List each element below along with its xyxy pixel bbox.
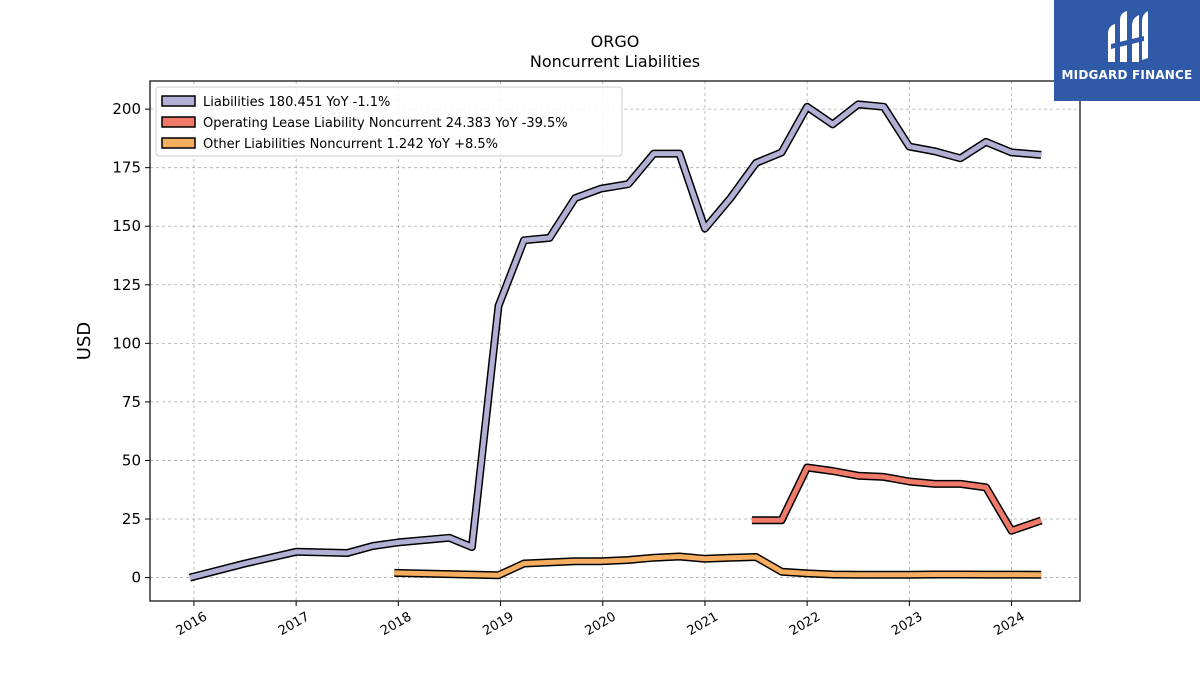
y-tick-label: 100: [112, 334, 141, 352]
y-tick-label: 50: [122, 451, 141, 469]
legend: Liabilities 180.451 YoY -1.1% Operating L…: [155, 86, 623, 157]
series-0-line: [189, 101, 1042, 581]
y-axis-label: USD: [74, 322, 95, 360]
y-axis: 0 25 50 75 100 125 150 175 200: [112, 100, 150, 587]
y-tick-label: 150: [112, 217, 141, 235]
chart-subtitle: Noncurrent Liabilities: [530, 52, 700, 71]
legend-entry: Operating Lease Liability Noncurrent 24.…: [203, 116, 568, 131]
midgard-logo-icon: [1108, 11, 1148, 62]
x-tick-label: 2021: [685, 609, 721, 639]
legend-entry: Other Liabilities Noncurrent 1.242 YoY +…: [203, 137, 498, 152]
legend-swatch: [161, 137, 196, 149]
x-tick-label: 2023: [889, 609, 925, 639]
y-tick-label: 125: [112, 276, 141, 294]
grid-lines: [150, 81, 1080, 601]
y-tick-label: 200: [112, 100, 141, 118]
chart-title: ORGO: [591, 32, 640, 51]
y-tick-label: 0: [131, 569, 141, 587]
legend-box: [155, 86, 623, 157]
series-1-line: [751, 465, 1043, 534]
y-tick-label: 75: [122, 393, 141, 411]
x-tick-label: 2020: [583, 609, 619, 639]
legend-swatch: [161, 116, 196, 128]
y-tick-label: 175: [112, 159, 141, 177]
x-axis: 2016 2017 2018 2019 2020 2021 2022 2023 2024: [174, 601, 1028, 639]
series-lines: [188, 100, 1043, 582]
series-2-line: [394, 554, 1042, 578]
legend-swatch: [161, 95, 196, 107]
y-tick-label: 25: [122, 510, 141, 528]
x-tick-label: 2019: [480, 609, 516, 639]
x-tick-label: 2022: [787, 609, 823, 639]
plot-frame: [149, 80, 1081, 602]
x-tick-label: 2024: [991, 609, 1027, 639]
brand-logo: MIDGARD FINANCE: [1054, 0, 1200, 101]
x-tick-label: 2018: [378, 609, 414, 639]
legend-entry: Liabilities 180.451 YoY -1.1%: [203, 95, 390, 110]
x-tick-label: 2017: [276, 609, 312, 639]
series-0-outline: [188, 100, 1042, 582]
x-tick-label: 2016: [174, 609, 210, 639]
brand-name: MIDGARD FINANCE: [1061, 68, 1193, 82]
